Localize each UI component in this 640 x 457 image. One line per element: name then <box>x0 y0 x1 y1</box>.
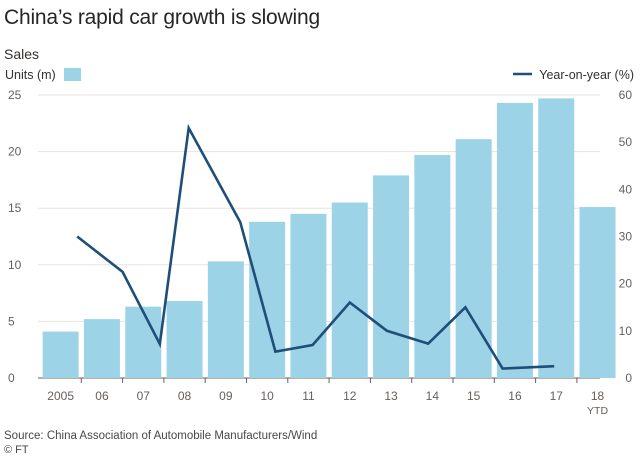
y-right-tick-label: 0 <box>625 371 632 385</box>
x-tick-label: 11 <box>302 389 315 403</box>
y-right-tick-label: 10 <box>619 324 633 338</box>
bar <box>42 331 79 378</box>
x-tick-label: 14 <box>426 389 440 403</box>
x-tick-label: 15 <box>467 389 481 403</box>
bar <box>290 213 327 378</box>
y-right-tick-label: 30 <box>619 230 633 244</box>
y-left-tick-label: 25 <box>8 88 22 102</box>
yoy-line <box>76 123 555 370</box>
y-left-tick-label: 5 <box>8 314 15 328</box>
x-tick-label: 18 <box>591 389 605 403</box>
x-tick-label: 12 <box>343 389 357 403</box>
bar <box>331 202 368 378</box>
y-left-tick-label: 20 <box>8 145 22 159</box>
bar <box>538 98 575 379</box>
y-right-tick-label: 20 <box>619 277 633 291</box>
bar <box>83 319 120 378</box>
y-left-tick-label: 0 <box>8 371 15 385</box>
axes: 0 5 10 15 20 25 0 10 20 30 40 50 60 2005 06 07 08 09 10 11 1… <box>8 88 632 417</box>
y-right-tick-label: 60 <box>619 88 633 102</box>
bar <box>207 261 244 378</box>
source-note: Source: China Association of Automobile … <box>4 430 318 442</box>
bar <box>373 175 410 378</box>
bar-series <box>42 98 616 379</box>
y-right-tick-label: 40 <box>619 182 633 196</box>
x-tick-label: 13 <box>384 389 398 403</box>
chart-title: China’s rapid car growth is slowing <box>4 6 320 29</box>
x-tick-label: 09 <box>219 389 233 403</box>
x-tick-label: 2005 <box>47 389 74 403</box>
y-left-tick-label: 10 <box>8 258 22 272</box>
bar <box>249 221 286 378</box>
bar <box>125 306 162 378</box>
legend-label-bars: Units (m) <box>5 68 56 82</box>
bar <box>496 102 533 378</box>
y-right-tick-label: 50 <box>619 135 633 149</box>
x-tick-label: 06 <box>95 389 109 403</box>
ft-credit: © FT <box>4 444 29 456</box>
y-left-tick-label: 15 <box>8 201 22 215</box>
legend-swatch-bars <box>64 68 81 81</box>
x-tick-label: 08 <box>178 389 192 403</box>
x-tick-sublabel: YTD <box>587 405 608 417</box>
x-tick-label: 17 <box>550 389 564 403</box>
x-tick-label: 07 <box>137 389 151 403</box>
line-series <box>76 123 555 370</box>
bar <box>166 301 203 378</box>
bar <box>414 154 451 378</box>
chart-subtitle: Sales <box>4 46 40 62</box>
x-tick-label: 10 <box>260 389 274 403</box>
chart-svg: 0 5 10 15 20 25 0 10 20 30 40 50 60 2005 06 07 08 09 10 11 1… <box>5 68 634 417</box>
x-tick-label: 16 <box>508 389 522 403</box>
bar <box>579 207 616 378</box>
legend-label-line: Year-on-year (%) <box>539 68 634 82</box>
legend: Units (m) Year-on-year (%) <box>5 68 634 82</box>
